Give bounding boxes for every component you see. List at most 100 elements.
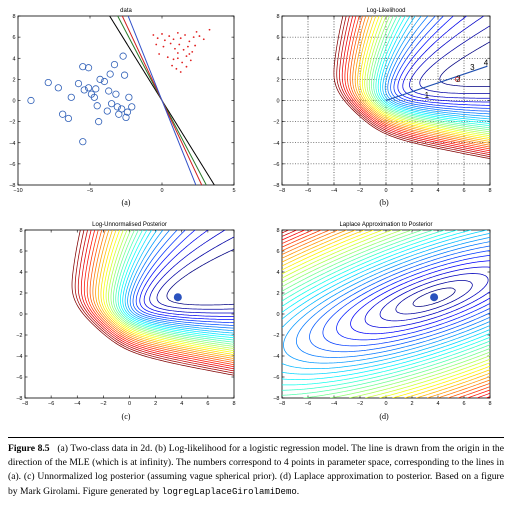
contour-line <box>282 230 490 398</box>
y-tick-label: 2 <box>276 291 279 297</box>
contour-line <box>89 230 234 363</box>
class-0-point <box>96 75 104 83</box>
map-estimate-point <box>173 293 182 302</box>
contour-line <box>347 16 490 150</box>
class-0-point <box>93 102 101 110</box>
y-tick-label: 8 <box>19 228 22 234</box>
y-tick-label: 4 <box>19 270 22 276</box>
contour-line <box>282 230 490 396</box>
contour-line <box>103 230 234 353</box>
posterior-contours <box>71 230 234 376</box>
class-0-point <box>112 90 120 98</box>
y-tick-label: −8 <box>16 396 22 402</box>
class-1-point <box>198 35 201 37</box>
contour-line <box>282 230 490 398</box>
class-1-point <box>194 44 197 47</box>
class-1-point <box>156 37 159 40</box>
class-1-point <box>179 37 182 40</box>
x-tick-label: −2 <box>100 401 106 407</box>
y-tick-label: −4 <box>273 354 279 360</box>
contour-line <box>387 16 490 115</box>
contour-line <box>379 273 489 322</box>
caption-end: . <box>296 485 300 497</box>
x-tick-label: 5 <box>232 188 235 194</box>
y-tick-label: −2 <box>273 333 279 339</box>
panel-d-laplace-approximation: Laplace Approximation to Posterior(d)−8−… <box>273 222 491 421</box>
contour-line <box>92 230 234 361</box>
x-tick-label: −4 <box>331 188 337 194</box>
y-tick-label: 0 <box>276 99 279 105</box>
class-1-point <box>181 61 184 64</box>
panel-c-label: (c) <box>122 412 131 421</box>
x-tick-label: 0 <box>384 401 387 407</box>
contour-line <box>105 230 234 351</box>
contour-line <box>322 250 490 347</box>
class-1-point <box>169 42 172 45</box>
class-0-point <box>79 63 87 71</box>
log-likelihood-contours <box>333 16 490 160</box>
class-0-point <box>44 78 52 87</box>
y-tick-label: 4 <box>276 270 279 276</box>
contour-line <box>373 16 490 129</box>
class-1-point <box>188 53 191 55</box>
contour-line <box>352 16 490 146</box>
class-1-point <box>188 40 191 43</box>
contour-line <box>296 241 490 358</box>
class-1-point <box>155 43 158 46</box>
caption-rule <box>8 437 504 438</box>
x-tick-label: −2 <box>357 188 363 194</box>
class-1-point <box>171 64 173 67</box>
class-1-point <box>168 35 171 37</box>
x-tick-label: 8 <box>232 401 235 407</box>
x-tick-label: −8 <box>279 188 285 194</box>
class-0-point <box>120 71 129 79</box>
axes-frame <box>24 229 235 399</box>
y-tick-label: 4 <box>12 56 15 62</box>
class-0-point <box>119 52 127 60</box>
class-0-point <box>105 87 113 95</box>
x-tick-label: 2 <box>410 401 413 407</box>
x-tick-label: −10 <box>13 188 22 194</box>
contour-line <box>350 260 490 335</box>
panel-a-label: (a) <box>122 198 131 207</box>
y-tick-label: 0 <box>276 312 279 318</box>
contour-line <box>382 16 490 120</box>
laplace-contours <box>282 230 490 398</box>
contour-line <box>143 230 234 317</box>
x-tick-label: −8 <box>22 401 28 407</box>
panel-a-data-scatter: data (a) −10 −5 0 5 −8 −6 −4 −2 0 2 4 6 8 <box>9 8 235 207</box>
contour-line <box>115 230 234 343</box>
contour-line <box>139 230 234 321</box>
contour-line <box>71 230 234 376</box>
class-1-point <box>185 55 188 58</box>
y-tick-label: 8 <box>276 228 279 234</box>
contour-line <box>341 16 490 154</box>
map-estimate-point <box>430 293 439 302</box>
contour-line <box>349 16 490 148</box>
contour-line <box>336 16 490 158</box>
y-tick-label: 2 <box>19 291 22 297</box>
contour-line <box>149 230 234 314</box>
x-tick-label: 8 <box>488 188 491 194</box>
x-tick-label: 6 <box>462 188 465 194</box>
contour-line <box>361 16 490 139</box>
decision-line <box>127 16 197 185</box>
x-tick-label: 4 <box>436 188 439 194</box>
contour-line <box>97 230 234 357</box>
contour-line <box>120 230 234 339</box>
contour-line <box>282 230 490 398</box>
x-tick-label: −6 <box>305 401 311 407</box>
class-0-point <box>128 103 136 111</box>
class-1-point <box>179 71 182 73</box>
panel-c-log-posterior: Log-Unnormalised Posterior (c) −8 −6 −4 −2 0 2 4… <box>16 222 235 421</box>
panel-b-log-likelihood: Log-Likelihood (b) −8 −6 −4 −2 0 2 4 6 8 −8 −6 −4 −2 0 2… <box>273 8 491 207</box>
contour-line <box>397 16 490 106</box>
panel-b-title: Log-Likelihood <box>366 8 405 14</box>
y-tick-label: −4 <box>16 354 22 360</box>
contour-line <box>395 280 473 315</box>
x-tick-label: −8 <box>279 401 285 407</box>
class-0-point <box>64 114 73 123</box>
y-tick-label: −2 <box>9 120 15 126</box>
x-tick-label: 8 <box>488 401 491 407</box>
y-tick-label: 6 <box>19 249 22 255</box>
